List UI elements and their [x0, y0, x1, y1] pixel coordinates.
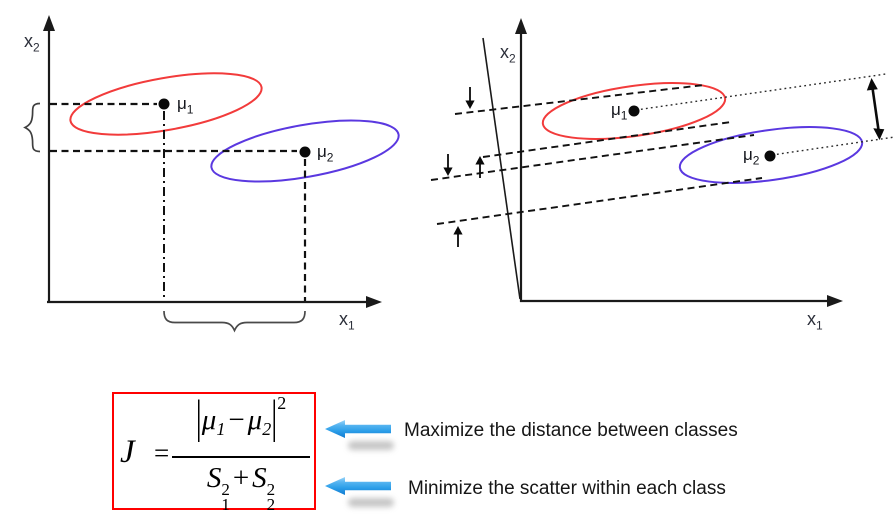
maximize-arrow [325, 420, 391, 438]
y-distance-brace [23, 102, 41, 153]
class-separation-double-arrow [866, 78, 885, 140]
abs-bar-open: | [195, 391, 202, 443]
mean1-label-right: μ1 [611, 100, 628, 123]
maximize-arrow-shadow [348, 441, 394, 450]
scatter-arrow-down-class1 [465, 87, 475, 109]
class2-bottom-tangent-line [436, 177, 763, 225]
mu2-symbol: μ [247, 404, 263, 436]
s1-symbol: S [206, 462, 222, 494]
left-x-axis-arrowhead [366, 296, 382, 308]
class2-ellipse-left [210, 119, 400, 183]
s2-symbol: S [252, 462, 267, 494]
fisher-criterion-formula-box: J = |μ1− μ2|2 S 2 1 + S 2 2 [112, 392, 316, 513]
maximize-caption: Maximize the distance between classes [404, 420, 738, 441]
left-feature-space-plot [23, 15, 400, 333]
scatter-arrow-up-class2 [453, 226, 463, 247]
numerator-exponent: 2 [277, 393, 287, 413]
mean2-dot-left [299, 146, 311, 158]
class1-ellipse-left [69, 72, 263, 136]
right-y-axis-arrowhead [515, 18, 527, 34]
class2-top-tangent-line [430, 134, 755, 181]
x-distance-brace [163, 310, 306, 333]
fraction-bar [172, 456, 310, 458]
mu2-subscript: 2 [262, 419, 272, 439]
equals-sign: = [154, 438, 170, 468]
class1-bottom-tangent-line [482, 121, 732, 158]
left-y-axis-arrowhead [43, 15, 55, 31]
left-x-axis-label: x1 [339, 309, 355, 333]
mu1-subscript: 1 [216, 419, 226, 439]
class1-top-tangent-line [454, 84, 705, 115]
mean2-dot-right [764, 150, 776, 162]
discriminant-direction-line [482, 37, 521, 300]
plots-canvas [23, 15, 896, 333]
mean1-dot-right [628, 105, 640, 117]
mean1-projection-dotted-line [635, 73, 887, 111]
scatter-arrow-up-class1 [475, 156, 485, 178]
mean2-label-left: μ2 [317, 142, 334, 165]
minus-sign: − [228, 404, 245, 436]
right-x-axis-label: x1 [807, 309, 823, 333]
right-projection-plot [430, 18, 896, 307]
mean2-projection-dotted-line [771, 136, 896, 156]
minimize-caption: Minimize the scatter within each class [408, 478, 726, 499]
right-x-axis-arrowhead [827, 295, 843, 307]
scatter-arrow-down-class2 [443, 154, 453, 176]
minimize-arrow-shadow [348, 498, 394, 507]
abs-bar-close: | [271, 391, 278, 443]
plus-sign: + [232, 462, 250, 494]
right-y-axis-label: x2 [500, 42, 516, 66]
formula-lhs: J [120, 434, 135, 470]
formula-fraction: |μ1− μ2|2 S 2 1 + S 2 2 [172, 392, 310, 513]
minimize-arrow [325, 477, 391, 495]
mean1-dot-left [158, 98, 170, 110]
mean2-label-right: μ2 [743, 145, 760, 168]
formula-denominator: S 2 1 + S 2 2 [172, 458, 310, 513]
mu1-symbol: μ [201, 404, 217, 436]
left-y-axis-label: x2 [24, 31, 40, 55]
mean1-label-left: μ1 [177, 94, 194, 117]
formula-numerator: |μ1− μ2|2 [172, 392, 310, 456]
